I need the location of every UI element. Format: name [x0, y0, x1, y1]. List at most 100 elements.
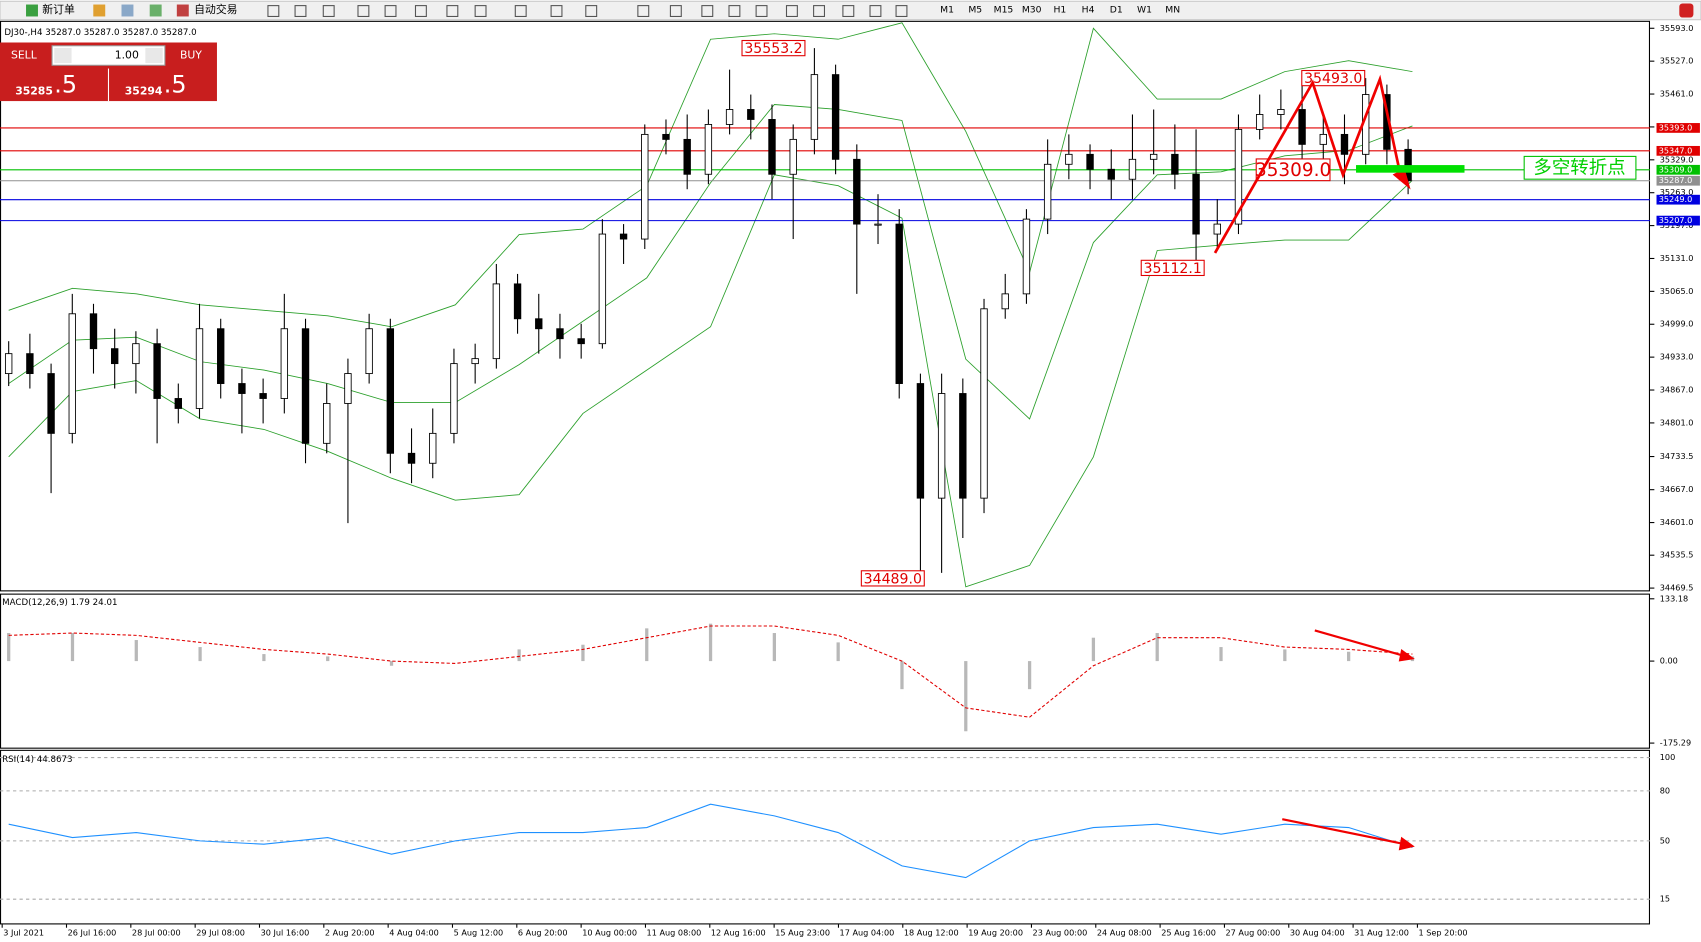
- candle-body: [853, 158, 861, 225]
- price-label: 35461.0: [1660, 89, 1694, 99]
- candle-body: [535, 318, 543, 330]
- time-label: 15 Aug 23:00: [775, 928, 830, 938]
- timeframe[interactable]: MN: [1165, 4, 1180, 15]
- icon[interactable]: [121, 4, 134, 17]
- tool-icon[interactable]: [755, 5, 768, 18]
- candle-body: [980, 308, 988, 499]
- candle-body: [1340, 133, 1349, 155]
- tool-icon[interactable]: [414, 5, 427, 18]
- lot-value[interactable]: 1.00: [115, 49, 139, 62]
- timeframe[interactable]: M1: [940, 4, 954, 15]
- tool-icon[interactable]: [550, 5, 563, 18]
- candle-body: [619, 233, 628, 240]
- timeframe[interactable]: H4: [1082, 4, 1095, 15]
- tool-icon[interactable]: [585, 5, 598, 18]
- tool-icon[interactable]: [322, 5, 335, 18]
- bid-fraction[interactable]: .5: [54, 70, 77, 98]
- price-label: 34667.0: [1660, 484, 1694, 494]
- sell-button[interactable]: SELL: [11, 49, 37, 62]
- lot-input[interactable]: [51, 45, 166, 66]
- bollinger-lower: [8, 174, 1413, 588]
- candle-body: [725, 109, 734, 125]
- tool-icon[interactable]: [637, 5, 650, 18]
- level-tag: [1656, 215, 1700, 226]
- price-annotation-box: [1301, 69, 1366, 87]
- candle-body: [450, 363, 458, 434]
- candle-body: [68, 313, 76, 434]
- price-label: 35263.0: [1660, 187, 1694, 197]
- auto-trading[interactable]: 自动交易: [194, 2, 237, 16]
- macd-bar: [326, 656, 330, 662]
- price-annotation: 34489.0: [864, 571, 922, 587]
- timeframe[interactable]: H1: [1053, 4, 1066, 15]
- tool-icon[interactable]: [842, 5, 855, 18]
- candle-body: [132, 343, 140, 365]
- time-label: 30 Aug 04:00: [1290, 928, 1345, 938]
- tool-icon[interactable]: [728, 5, 741, 18]
- candle-body: [1213, 223, 1221, 235]
- macd-bar: [964, 661, 968, 732]
- macd-bar: [645, 628, 649, 662]
- tool-icon[interactable]: [813, 5, 826, 18]
- candle-body: [1319, 133, 1327, 145]
- tool-icon[interactable]: [701, 5, 714, 18]
- timeframe[interactable]: M5: [968, 4, 982, 15]
- timeframe[interactable]: M30: [1022, 4, 1042, 15]
- tool-icon[interactable]: [357, 5, 370, 18]
- time-label: 29 Jul 08:00: [196, 928, 245, 938]
- candle-body: [916, 383, 925, 499]
- timeframe[interactable]: W1: [1137, 4, 1152, 15]
- timeframe[interactable]: M15: [994, 4, 1014, 15]
- price-label: 35329.0: [1660, 154, 1694, 164]
- ask-price[interactable]: 35294: [125, 84, 163, 97]
- bid-price[interactable]: 35285: [15, 84, 53, 97]
- rsi-tick-label: 50: [1660, 835, 1670, 845]
- time-label: 26 Jul 16:00: [68, 928, 117, 938]
- rsi-arrow: [1282, 818, 1411, 847]
- tool-icon[interactable]: [474, 5, 487, 18]
- candle-body: [810, 74, 819, 140]
- tool-icon[interactable]: [294, 5, 307, 18]
- price-annotation-box: [860, 570, 925, 587]
- candle-body: [1404, 148, 1412, 182]
- alert-icon[interactable]: [1679, 3, 1694, 18]
- tool-icon[interactable]: [384, 5, 397, 18]
- macd-bar: [7, 633, 11, 662]
- candle-body: [89, 313, 98, 350]
- macd-tick-label: 0.00: [1660, 656, 1678, 666]
- macd-bar: [389, 661, 394, 666]
- pattern-box: [1523, 155, 1637, 180]
- timeframe[interactable]: D1: [1110, 4, 1123, 15]
- macd-bar: [708, 623, 713, 662]
- new-order[interactable]: 新订单: [42, 2, 75, 16]
- candle-body: [1149, 153, 1158, 160]
- tool-icon[interactable]: [869, 5, 882, 18]
- tool-icon[interactable]: [446, 5, 459, 18]
- tool-icon[interactable]: [669, 5, 682, 18]
- tool-icon[interactable]: [514, 5, 527, 18]
- lot-down[interactable]: [54, 47, 72, 64]
- candle-body: [704, 124, 713, 175]
- time-label: 10 Aug 00:00: [582, 928, 637, 938]
- macd-bar: [134, 640, 138, 662]
- price-annotation: 35112.1: [1144, 261, 1202, 277]
- drawings: [1213, 74, 1415, 851]
- macd-bar: [517, 649, 521, 662]
- auto-trading-icon[interactable]: [176, 4, 189, 17]
- candle-body: [407, 452, 416, 464]
- tool-icon[interactable]: [895, 5, 908, 18]
- candle-body: [683, 138, 691, 175]
- candle-body: [831, 74, 840, 160]
- icon[interactable]: [93, 4, 106, 17]
- candle-body: [1043, 163, 1052, 220]
- new-order-icon[interactable]: [26, 4, 38, 17]
- icon[interactable]: [149, 4, 162, 17]
- tool-icon[interactable]: [785, 5, 798, 18]
- macd-bar: [1283, 649, 1287, 662]
- buy-button[interactable]: BUY: [180, 49, 202, 62]
- lot-up[interactable]: [145, 47, 163, 64]
- candle-body: [1171, 153, 1179, 175]
- ask-fraction[interactable]: .5: [164, 70, 187, 98]
- tool-icon[interactable]: [267, 5, 280, 18]
